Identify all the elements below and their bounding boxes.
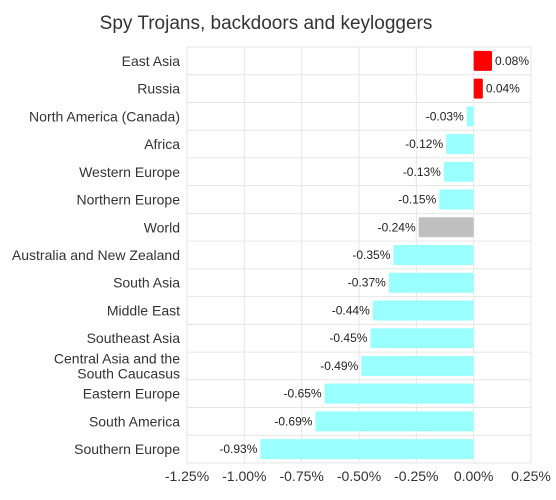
data-label: -0.35% xyxy=(352,248,390,262)
data-label: -0.69% xyxy=(274,414,312,428)
data-label: -0.65% xyxy=(284,387,322,401)
data-label: -0.44% xyxy=(332,303,370,317)
data-label: -0.24% xyxy=(378,220,416,234)
chart-title: Spy Trojans, backdoors and keyloggers xyxy=(100,13,433,34)
x-tick-label: 0.25% xyxy=(511,468,551,484)
category-label: South America xyxy=(89,413,180,429)
bar xyxy=(361,355,474,376)
bar xyxy=(439,189,474,210)
category-label: Eastern Europe xyxy=(83,386,180,402)
x-tick-label: -0.25% xyxy=(394,468,438,484)
bar xyxy=(372,300,474,321)
data-label: -0.45% xyxy=(329,331,367,345)
category-label: North America (Canada) xyxy=(29,108,180,124)
category-label: Southern Europe xyxy=(74,441,180,457)
bar xyxy=(466,106,474,127)
grid xyxy=(186,46,532,464)
x-tick-label: 0.00% xyxy=(454,468,494,484)
category-label: Russia xyxy=(137,81,180,97)
data-label: -0.03% xyxy=(426,109,464,123)
bar xyxy=(473,78,483,99)
bar xyxy=(473,50,493,71)
category-label-line: Central Asia and the xyxy=(54,350,180,366)
data-label: 0.08% xyxy=(495,54,529,68)
x-tick-label: -0.50% xyxy=(337,468,381,484)
x-axis-ticks: -1.25% -1.00% -0.75% -0.50% -0.25% 0.00% 0.25% xyxy=(165,468,551,484)
data-label: -0.15% xyxy=(398,193,436,207)
x-tick-label: -0.75% xyxy=(279,468,323,484)
category-label: Western Europe xyxy=(79,164,180,180)
category-label: South Asia xyxy=(113,275,180,291)
data-label: -0.37% xyxy=(348,276,386,290)
bar xyxy=(324,383,474,404)
bar xyxy=(315,411,474,432)
data-label: -0.12% xyxy=(405,137,443,151)
category-label: Central Asia and the South Caucasus xyxy=(54,350,180,381)
bar xyxy=(260,439,474,460)
category-labels: East Asia Russia North America (Canada) Afr… xyxy=(12,53,180,457)
bars: 0.08% 0.04% -0.03% -0.12% -0.13% -0.15% -0.24%… xyxy=(219,50,529,460)
category-label: Southeast Asia xyxy=(87,330,181,346)
bar xyxy=(370,328,474,349)
x-tick-label: -1.25% xyxy=(165,468,209,484)
bar xyxy=(443,161,474,182)
bar xyxy=(418,217,474,238)
data-label: 0.04% xyxy=(486,82,520,96)
category-label: East Asia xyxy=(122,53,181,69)
category-label: World xyxy=(144,219,180,235)
category-label: Northern Europe xyxy=(76,192,180,208)
bar xyxy=(393,245,474,265)
data-label: -0.93% xyxy=(219,442,257,456)
x-tick-label: -1.00% xyxy=(222,468,266,484)
category-label: Middle East xyxy=(107,302,180,318)
data-label: -0.13% xyxy=(403,165,441,179)
category-label: Africa xyxy=(144,136,180,152)
category-label: Australia and New Zealand xyxy=(12,247,180,263)
category-label-line: South Caucasus xyxy=(77,365,180,381)
bar xyxy=(446,134,474,155)
bar xyxy=(388,272,474,293)
data-label: -0.49% xyxy=(320,359,358,373)
